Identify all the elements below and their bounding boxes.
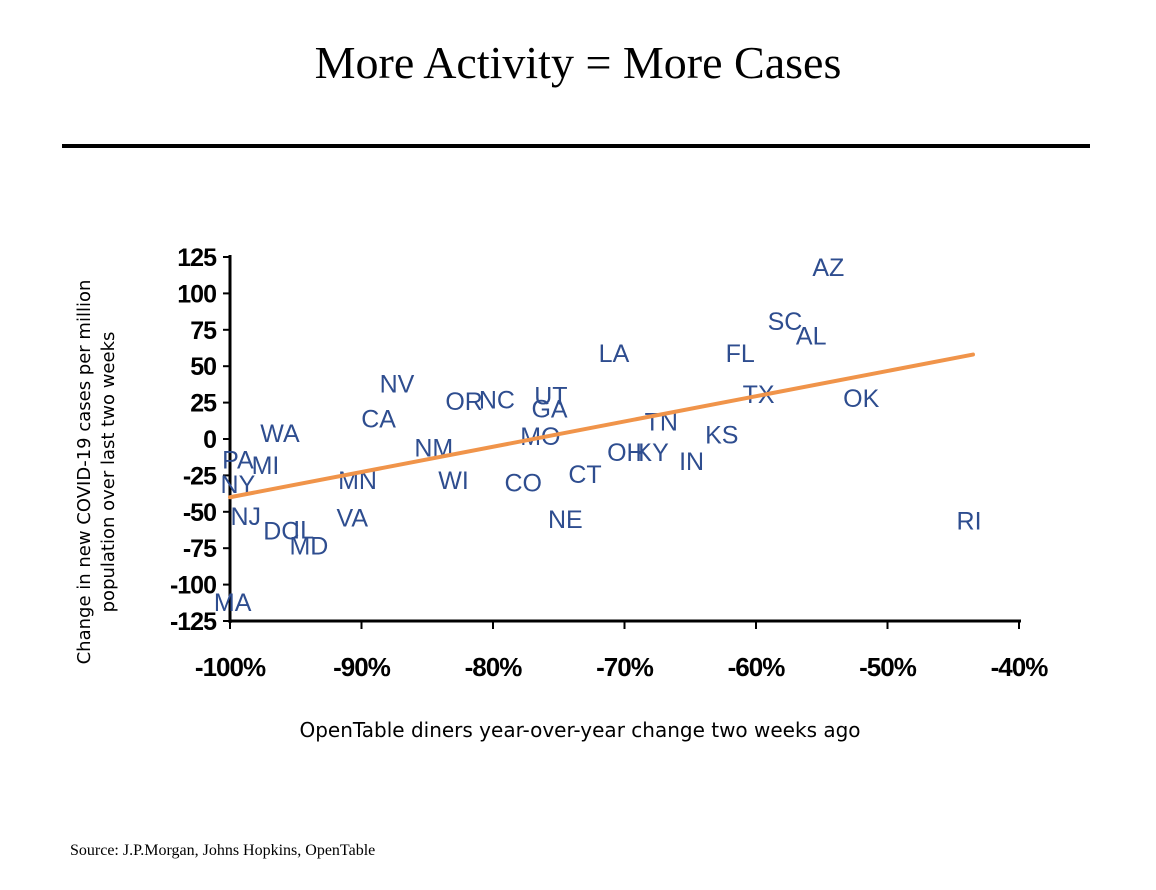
y-tick-label: 100: [177, 280, 216, 308]
state-label-mi: MI: [252, 452, 280, 480]
state-label-fl: FL: [726, 340, 755, 368]
x-tick-label: -70%: [596, 652, 654, 682]
state-label-ct: CT: [568, 461, 601, 489]
x-tick-label: -50%: [859, 652, 917, 682]
state-label-al: AL: [796, 323, 827, 351]
title-divider: [62, 144, 1090, 148]
y-tick-label: -125: [170, 608, 217, 636]
state-label-ut: UT: [534, 382, 567, 410]
y-tick-label: 0: [203, 426, 216, 454]
state-label-wa: WA: [260, 420, 300, 448]
state-label-ma: MA: [214, 589, 252, 617]
y-axis-ticks: 125 100 75 50 25 0 -25 -50 -75 -100 -125: [170, 244, 230, 636]
state-label-dc: DC: [263, 518, 299, 546]
state-label-ks: KS: [705, 422, 738, 450]
state-label-nc: NC: [479, 387, 515, 415]
x-axis-ticks: -100% -90% -80% -70% -60% -50% -40%: [195, 621, 1049, 682]
x-tick-label: -90%: [333, 652, 391, 682]
x-tick-label: -100%: [195, 652, 266, 682]
y-tick-label: 25: [190, 390, 217, 418]
x-tick-label: -80%: [465, 652, 523, 682]
slide-title: More Activity = More Cases: [314, 37, 842, 88]
x-tick-label: -40%: [991, 652, 1049, 682]
state-label-il: IL: [293, 516, 314, 544]
state-label-ok: OK: [843, 385, 879, 413]
state-label-ga: GA: [531, 395, 567, 423]
y-axis-title: Change in new COVID-19 cases per million…: [74, 279, 119, 665]
state-label-or: OR: [445, 388, 483, 416]
state-label-va: VA: [337, 505, 369, 533]
trend-line: [228, 352, 975, 500]
state-labels: AZSCALFLLATXOKNVORNCUTGACATNKSWAMONMOHKY…: [214, 254, 982, 617]
y-tick-label: -50: [183, 499, 216, 527]
state-label-oh: OH: [607, 439, 645, 467]
state-label-sc: SC: [768, 308, 803, 336]
y-tick-label: -75: [183, 535, 217, 563]
state-label-in: IN: [679, 448, 704, 476]
y-tick-label: -25: [183, 462, 217, 490]
y-tick-label: 50: [190, 353, 216, 381]
state-label-nv: NV: [380, 371, 415, 399]
y-tick-label: -100: [170, 572, 216, 600]
state-label-ri: RI: [957, 508, 982, 536]
state-label-co: CO: [504, 470, 542, 498]
state-label-ca: CA: [361, 406, 396, 434]
state-label-az: AZ: [812, 254, 844, 282]
state-label-la: LA: [599, 340, 630, 368]
state-label-ne: NE: [548, 506, 583, 534]
state-label-pa: PA: [222, 446, 254, 474]
state-label-ky: KY: [635, 439, 669, 467]
state-label-nj: NJ: [230, 503, 261, 531]
x-axis-title: OpenTable diners year-over-year change t…: [299, 718, 861, 742]
state-label-wi: WI: [438, 467, 469, 495]
x-tick-label: -60%: [728, 652, 786, 682]
source-note: Source: J.P.Morgan, Johns Hopkins, OpenT…: [70, 842, 376, 859]
y-tick-label: 75: [190, 317, 217, 345]
state-label-md: MD: [289, 532, 328, 560]
y-tick-label: 125: [177, 244, 217, 272]
